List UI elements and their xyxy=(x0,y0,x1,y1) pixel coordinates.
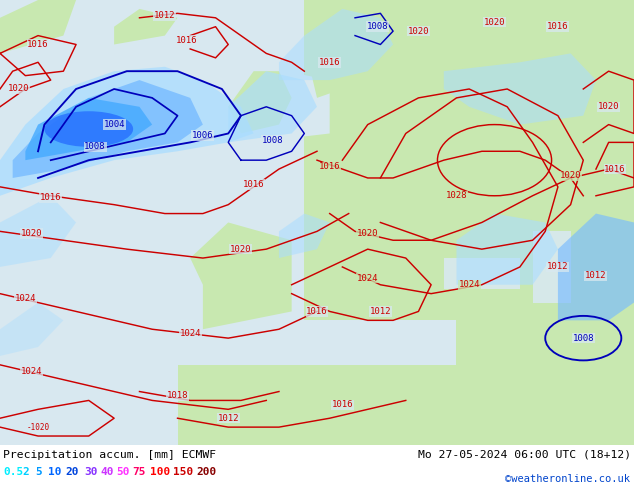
Text: 1016: 1016 xyxy=(40,194,61,202)
Text: 1024: 1024 xyxy=(458,280,480,289)
Text: 1016: 1016 xyxy=(176,36,198,45)
Text: 1016: 1016 xyxy=(332,400,353,409)
Text: 150: 150 xyxy=(173,467,193,477)
Text: 1016: 1016 xyxy=(27,40,49,49)
Text: 1016: 1016 xyxy=(547,22,569,31)
Polygon shape xyxy=(228,71,317,143)
Text: 20: 20 xyxy=(65,467,79,477)
Polygon shape xyxy=(190,222,292,329)
Text: 30: 30 xyxy=(84,467,98,477)
Polygon shape xyxy=(0,0,76,53)
Text: 1024: 1024 xyxy=(179,329,201,338)
Polygon shape xyxy=(0,302,63,356)
Text: 1012: 1012 xyxy=(585,271,607,280)
Polygon shape xyxy=(0,67,254,196)
Polygon shape xyxy=(228,71,292,133)
Text: 1020: 1020 xyxy=(560,171,581,180)
Polygon shape xyxy=(114,9,178,45)
Text: 1008: 1008 xyxy=(262,136,283,145)
Polygon shape xyxy=(0,0,292,143)
Text: 1024: 1024 xyxy=(21,367,42,376)
Text: 40: 40 xyxy=(100,467,113,477)
Text: Precipitation accum. [mm] ECMWF: Precipitation accum. [mm] ECMWF xyxy=(3,450,216,460)
Text: 1016: 1016 xyxy=(319,58,340,67)
Text: 2: 2 xyxy=(22,467,29,477)
Text: 1016: 1016 xyxy=(604,165,626,173)
Polygon shape xyxy=(456,214,558,285)
Text: -1020: -1020 xyxy=(27,422,49,432)
Polygon shape xyxy=(13,80,203,178)
Text: Mo 27-05-2024 06:00 UTC (18+12): Mo 27-05-2024 06:00 UTC (18+12) xyxy=(418,450,631,460)
Text: 1006: 1006 xyxy=(192,131,214,140)
Text: 5: 5 xyxy=(35,467,42,477)
Polygon shape xyxy=(178,365,444,445)
Text: 10: 10 xyxy=(48,467,61,477)
Text: 1020: 1020 xyxy=(230,245,252,254)
Text: 1008: 1008 xyxy=(366,22,388,31)
Polygon shape xyxy=(558,214,634,320)
Polygon shape xyxy=(292,0,634,445)
Text: 1016: 1016 xyxy=(306,307,328,316)
Text: 1020: 1020 xyxy=(408,26,429,36)
Polygon shape xyxy=(254,71,330,143)
Polygon shape xyxy=(25,98,152,160)
Ellipse shape xyxy=(44,111,133,147)
Text: 1020: 1020 xyxy=(21,229,42,238)
Polygon shape xyxy=(178,320,317,445)
Text: 1024: 1024 xyxy=(357,273,378,283)
Text: 1012: 1012 xyxy=(547,263,569,271)
Text: 1020: 1020 xyxy=(357,229,378,238)
Polygon shape xyxy=(304,0,393,98)
Polygon shape xyxy=(533,231,571,302)
Text: 1024: 1024 xyxy=(15,294,36,303)
Text: 1020: 1020 xyxy=(598,102,619,111)
Text: 1018: 1018 xyxy=(167,392,188,400)
Text: 1016: 1016 xyxy=(319,162,340,171)
Text: 1028: 1028 xyxy=(446,191,467,200)
Polygon shape xyxy=(0,196,76,267)
Polygon shape xyxy=(266,320,456,365)
Text: 50: 50 xyxy=(116,467,129,477)
Text: 1020: 1020 xyxy=(484,18,505,27)
Polygon shape xyxy=(0,0,304,445)
Text: 1020: 1020 xyxy=(8,84,30,94)
Text: 1012: 1012 xyxy=(154,11,176,20)
Text: 0.5: 0.5 xyxy=(3,467,23,477)
Text: 1004: 1004 xyxy=(103,120,125,129)
Text: 100: 100 xyxy=(150,467,171,477)
Polygon shape xyxy=(444,258,520,289)
Polygon shape xyxy=(279,214,330,258)
Text: 1012: 1012 xyxy=(217,414,239,423)
Polygon shape xyxy=(279,9,393,80)
Text: 1016: 1016 xyxy=(243,180,264,189)
Text: 75: 75 xyxy=(132,467,145,477)
Polygon shape xyxy=(444,53,596,124)
Text: ©weatheronline.co.uk: ©weatheronline.co.uk xyxy=(505,474,630,484)
Text: 200: 200 xyxy=(196,467,216,477)
Text: 1008: 1008 xyxy=(573,334,594,343)
Text: 1008: 1008 xyxy=(84,142,106,151)
Text: 1012: 1012 xyxy=(370,307,391,316)
